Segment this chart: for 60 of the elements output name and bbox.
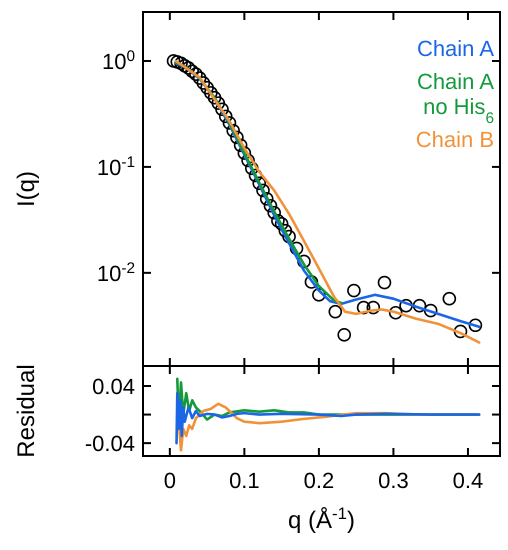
point <box>312 288 326 302</box>
point <box>215 102 229 116</box>
y-tick-label: -0.04 <box>84 431 135 456</box>
point <box>192 71 206 85</box>
point <box>226 124 240 138</box>
y-tick-label: 10$^{0}$ <box>102 47 135 74</box>
point <box>211 96 226 110</box>
point <box>252 176 266 190</box>
text: Chain B <box>416 127 494 152</box>
y-axis-title: Residual <box>13 364 40 458</box>
point <box>238 146 252 160</box>
point <box>274 217 288 231</box>
x-axis-title: q (Å$^{-1}$) <box>288 504 355 534</box>
x-tick-label: 0.2 <box>304 468 334 493</box>
x-tick-label: 0.3 <box>378 468 409 493</box>
point <box>378 276 392 290</box>
point <box>304 275 318 289</box>
point <box>442 292 456 306</box>
y-axis-title: I(q) <box>13 171 40 207</box>
point <box>196 76 210 90</box>
point <box>388 306 402 320</box>
point <box>256 184 270 198</box>
point <box>271 214 285 228</box>
point <box>200 80 214 94</box>
point <box>260 192 274 206</box>
point <box>282 230 296 244</box>
point <box>170 55 184 69</box>
point <box>328 304 342 318</box>
point <box>424 304 438 318</box>
point <box>218 110 233 124</box>
y-tick-label: 0.04 <box>92 374 135 399</box>
point <box>208 90 222 105</box>
point <box>399 298 413 312</box>
text: Chain A no His$_{6}$ <box>416 69 494 126</box>
x-tick-label: 0.1 <box>229 468 260 493</box>
point <box>222 116 236 130</box>
point <box>468 318 482 332</box>
point <box>454 324 468 338</box>
point <box>356 300 370 314</box>
point <box>337 328 352 342</box>
point <box>204 86 218 100</box>
x-tick-label: 0.4 <box>452 468 484 493</box>
point <box>412 298 426 312</box>
text: Chain A <box>416 36 494 61</box>
point <box>245 162 259 176</box>
point <box>267 206 281 220</box>
point <box>264 198 278 213</box>
point <box>166 54 180 68</box>
point <box>278 224 292 238</box>
point <box>189 67 203 82</box>
y-tick-label: 10$^{-1}$ <box>96 153 135 180</box>
point <box>230 130 244 144</box>
point <box>234 138 248 152</box>
point <box>366 300 380 314</box>
point <box>297 254 311 268</box>
point <box>241 154 255 168</box>
x-tick-label: 0 <box>164 468 176 493</box>
line-series <box>175 392 480 444</box>
point <box>347 284 361 298</box>
y-tick-label: 10$^{-2}$ <box>96 259 135 286</box>
